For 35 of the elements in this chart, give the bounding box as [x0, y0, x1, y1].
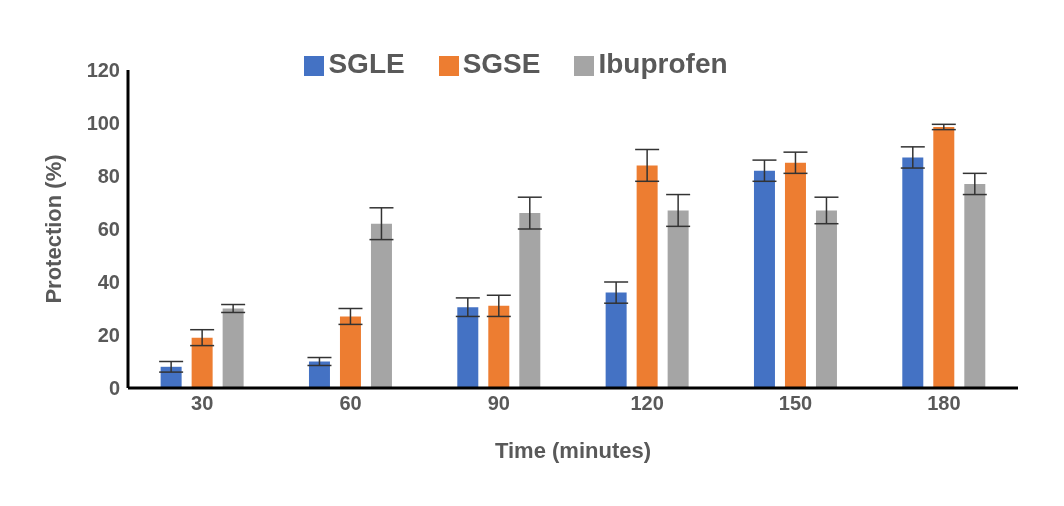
- x-tick-label: 60: [339, 392, 362, 415]
- bar: [636, 165, 658, 388]
- y-tick-label: 100: [86, 112, 120, 135]
- y-tick-label: 120: [86, 59, 120, 82]
- bar: [488, 305, 510, 388]
- bar: [902, 157, 924, 388]
- bar: [667, 210, 689, 388]
- x-tick-label: 180: [927, 392, 961, 415]
- bar: [519, 213, 541, 388]
- legend-label: SGLE: [328, 48, 405, 79]
- bar: [933, 126, 955, 388]
- bar: [457, 307, 479, 388]
- y-tick-label: 60: [97, 218, 120, 241]
- bar: [222, 308, 244, 388]
- x-tick-label: 90: [487, 392, 510, 415]
- bar: [605, 292, 627, 388]
- bar: [308, 361, 330, 388]
- x-axis-title: Time (minutes): [494, 438, 652, 463]
- bar: [370, 223, 392, 388]
- y-tick-label: 0: [108, 377, 120, 400]
- bar: [815, 210, 837, 388]
- y-tick-label: 20: [97, 324, 120, 347]
- bar: [784, 162, 806, 388]
- y-tick-label: 80: [97, 165, 120, 188]
- legend-label: SGSE: [462, 48, 541, 79]
- x-tick-label: 30: [191, 392, 214, 415]
- legend-label: Ibuprofen: [598, 48, 728, 79]
- bar: [191, 337, 213, 388]
- x-tick-label: 150: [778, 392, 813, 415]
- bar: [339, 316, 361, 388]
- bar: [753, 170, 775, 388]
- y-tick-label: 40: [97, 271, 120, 294]
- bar: [964, 183, 986, 388]
- y-axis-title: Protection (%): [40, 154, 66, 304]
- x-tick-label: 120: [630, 392, 664, 415]
